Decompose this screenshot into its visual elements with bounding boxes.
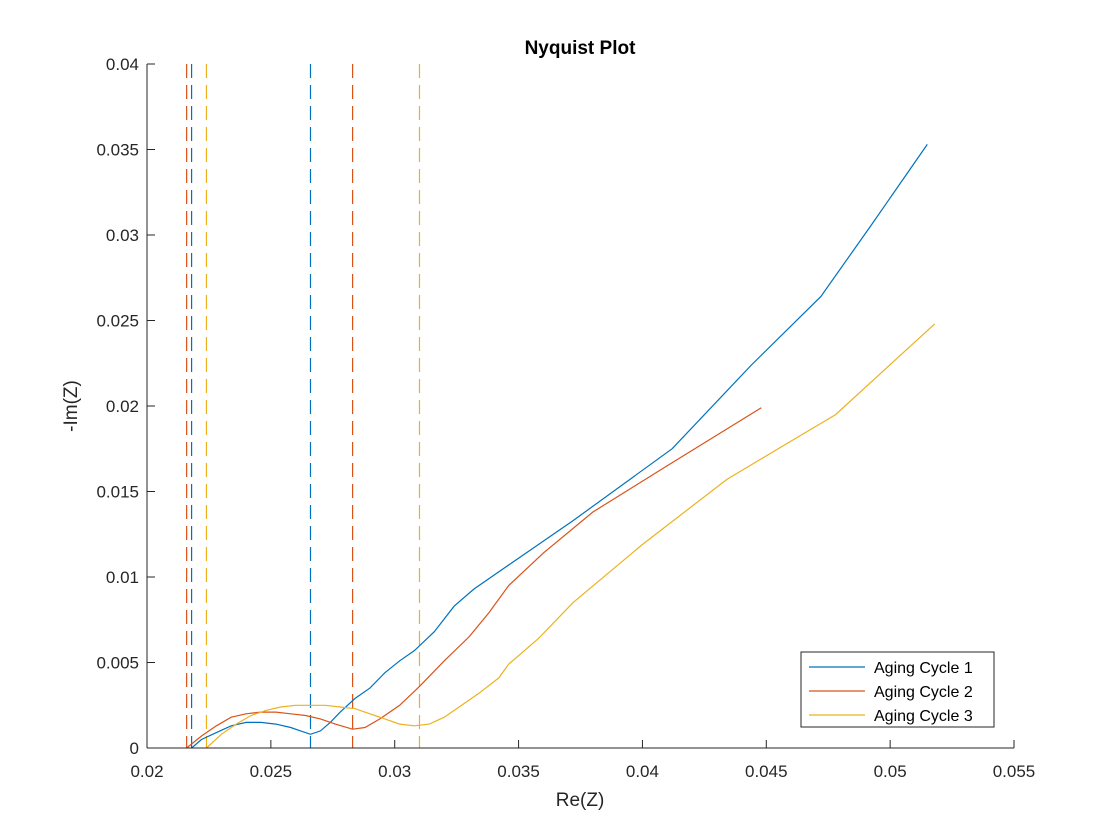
legend-label-2: Aging Cycle 2 [874,684,973,701]
y-tick-label: 0.01 [106,568,139,587]
legend-label-1: Aging Cycle 1 [874,660,973,677]
y-tick-label: 0 [130,739,139,758]
y-tick-label: 0.02 [106,397,139,416]
legend: Aging Cycle 1 Aging Cycle 2 Aging Cycle 3 [800,651,995,728]
y-tick-label: 0.03 [106,226,139,245]
y-tick-label: 0.005 [96,654,139,673]
series-line-1 [191,144,928,749]
series-line-2 [186,407,762,749]
x-tick-label: 0.02 [130,762,163,781]
chart-title: Nyquist Plot [525,38,637,59]
y-axis-label: -Im(Z) [61,380,82,432]
series-line-3 [206,323,936,749]
x-tick-label: 0.04 [626,762,659,781]
y-tick-label: 0.04 [106,55,139,74]
x-tick-label: 0.05 [874,762,907,781]
y-tick-label: 0.015 [96,483,139,502]
x-tick-label: 0.03 [378,762,411,781]
x-tick-label: 0.045 [745,762,788,781]
x-tick-label: 0.035 [497,762,540,781]
y-tick-label: 0.025 [96,312,139,331]
y-tick-label: 0.035 [96,141,139,160]
x-tick-label: 0.025 [250,762,293,781]
axes: 0.02 0.025 0.03 0.035 0.04 0.045 0.05 0.055 0 0.0… [96,55,1035,781]
plot-area [186,64,936,749]
x-axis-label: Re(Z) [556,790,605,811]
x-tick-label: 0.055 [993,762,1036,781]
legend-label-3: Aging Cycle 3 [874,708,973,725]
